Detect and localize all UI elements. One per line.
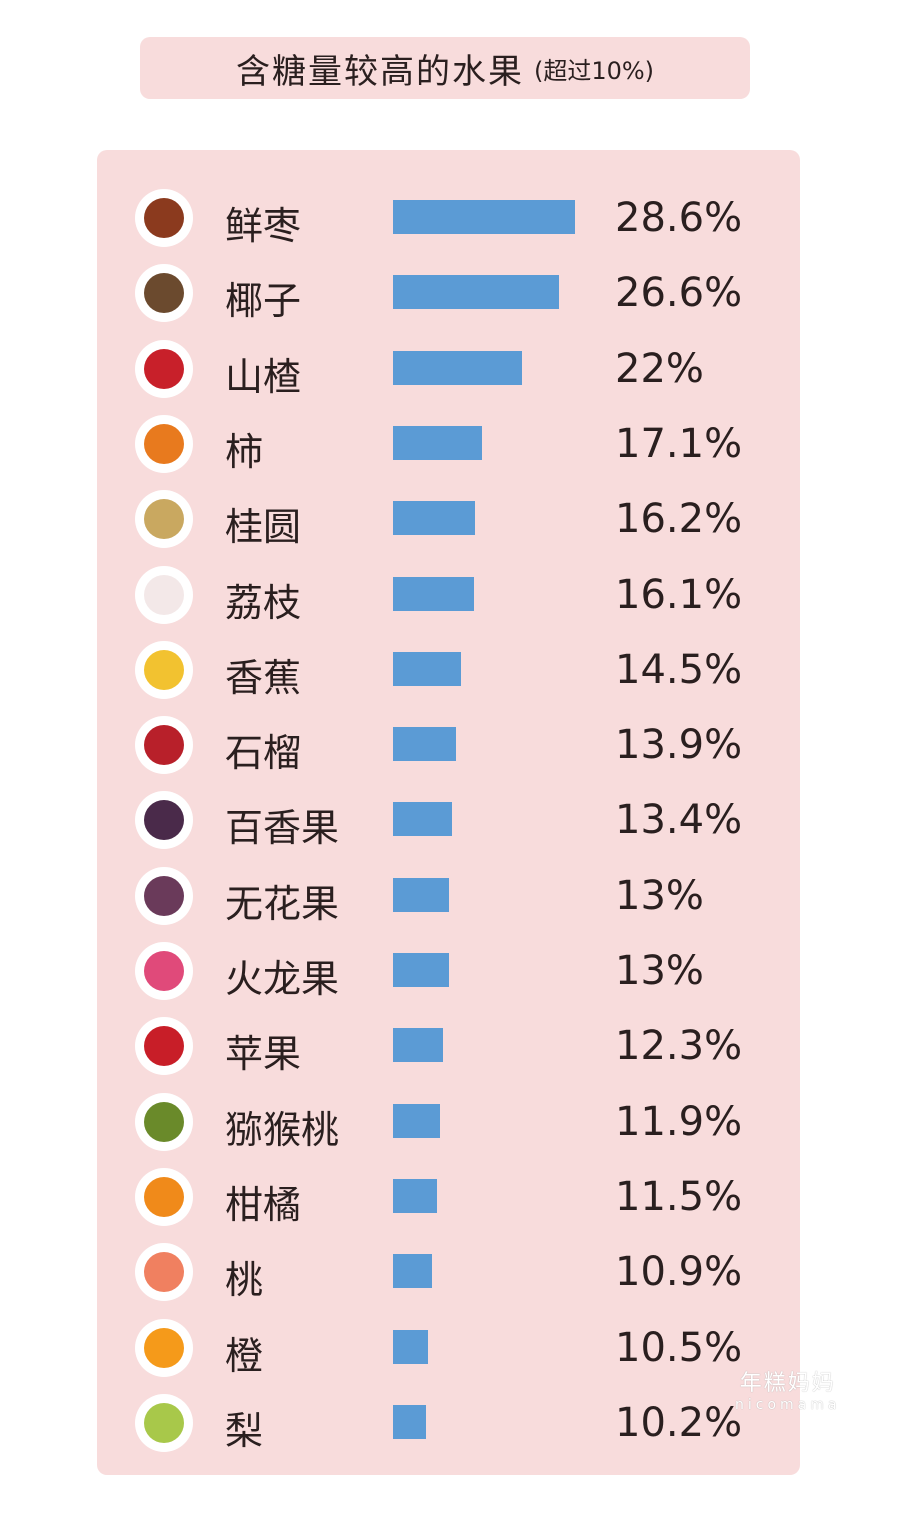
title-main: 含糖量较高的水果 [235, 51, 524, 92]
bar-row: 橙 10.5% [97, 1313, 800, 1383]
banana-icon [135, 640, 193, 699]
bar [393, 1028, 443, 1063]
bar-row: 荔枝 16.1% [97, 560, 800, 630]
bar-row: 柑橘 11.5% [97, 1162, 800, 1232]
bar [393, 425, 482, 460]
category-label: 鲜枣 [225, 204, 302, 248]
bar [393, 802, 452, 837]
category-label: 香蕉 [225, 655, 302, 700]
bar-row: 桂圆 16.2% [97, 484, 800, 554]
chart-title: 含糖量较高的水果 (超过10%) [140, 37, 750, 99]
data-label: 10.2% [615, 1399, 743, 1446]
bar-row: 百香果 13.4% [97, 785, 800, 855]
longan-icon [135, 490, 193, 549]
data-label: 13% [615, 948, 704, 994]
peach-icon [135, 1243, 193, 1302]
category-label: 桂圆 [225, 505, 302, 550]
bar [393, 200, 576, 234]
data-label: 11.5% [615, 1173, 743, 1220]
coconut-icon [135, 264, 193, 323]
data-label: 13% [615, 872, 704, 919]
bar-row: 香蕉 14.5% [97, 635, 800, 705]
category-label: 山楂 [225, 354, 302, 399]
bar [393, 350, 522, 385]
bar-row: 猕猴桃 11.9% [97, 1087, 800, 1157]
category-label: 无花果 [225, 881, 340, 926]
orange-icon [135, 1318, 193, 1377]
pear-icon [135, 1393, 193, 1452]
bar [393, 651, 461, 686]
data-label: 13.9% [615, 722, 743, 769]
bar [393, 1254, 432, 1289]
bar-row: 鲜枣 28.6% [97, 183, 800, 253]
bar-row: 无花果 13% [97, 861, 800, 931]
tangerine-icon [135, 1167, 193, 1226]
watermark: 年糕妈妈 nicomama [735, 1365, 840, 1413]
apple-icon [135, 1017, 193, 1076]
bar-row: 石榴 13.9% [97, 710, 800, 780]
watermark-cn: 年糕妈妈 [739, 1371, 836, 1396]
category-label: 石榴 [225, 731, 302, 776]
bar-row: 椰子 26.6% [97, 258, 800, 328]
data-label: 14.5% [615, 646, 743, 693]
bar [393, 501, 475, 536]
category-label: 椰子 [225, 279, 302, 324]
data-label: 12.3% [615, 1023, 743, 1070]
pomegranate-icon [135, 716, 193, 775]
data-label: 26.6% [615, 270, 743, 317]
bar-row: 柿 17.1% [97, 409, 800, 479]
bar [393, 877, 449, 912]
category-label: 苹果 [225, 1032, 302, 1077]
data-label: 16.1% [615, 571, 743, 618]
data-label: 28.6% [615, 195, 743, 241]
data-label: 16.2% [615, 496, 743, 543]
bar [393, 1178, 437, 1213]
bar-row: 山楂 22% [97, 334, 800, 404]
bar-row: 苹果 12.3% [97, 1011, 800, 1081]
category-label: 百香果 [225, 806, 340, 851]
title-subtitle: (超过10%) [533, 56, 655, 85]
category-label: 柑橘 [225, 1182, 302, 1227]
bar-row: 火龙果 13% [97, 936, 800, 1006]
watermark-en: nicomama [735, 1397, 841, 1413]
data-label: 10.5% [615, 1324, 743, 1371]
persimmon-icon [135, 414, 193, 473]
category-label: 柿 [225, 429, 264, 474]
category-label: 桃 [225, 1258, 264, 1303]
bar [393, 275, 559, 310]
data-label: 17.1% [615, 420, 743, 467]
bar-row: 梨 10.2% [97, 1388, 800, 1458]
bar [393, 953, 449, 987]
data-label: 13.4% [615, 797, 743, 844]
dragon-fruit-icon [135, 942, 193, 1000]
category-label: 荔枝 [225, 580, 302, 625]
data-label: 22% [615, 345, 704, 392]
bar [393, 727, 456, 762]
category-label: 橙 [225, 1333, 264, 1378]
hawthorn-icon [135, 339, 193, 398]
category-label: 梨 [225, 1408, 264, 1453]
data-label: 10.9% [615, 1249, 743, 1296]
passion-fruit-icon [135, 791, 193, 850]
kiwi-icon [135, 1092, 193, 1151]
fig-icon [135, 866, 193, 925]
lychee-icon [135, 565, 193, 624]
chart-panel: 鲜枣 28.6% 椰子 26.6% 山楂 22% 柿 17.1% 桂圆 16.2% 荔枝 16.1% 香… [97, 150, 800, 1475]
bar [393, 1103, 440, 1138]
bar [393, 1329, 429, 1364]
bar-row: 桃 10.9% [97, 1237, 800, 1307]
category-label: 猕猴桃 [225, 1107, 340, 1152]
data-label: 11.9% [615, 1098, 743, 1145]
jujube-icon [135, 189, 193, 247]
category-label: 火龙果 [225, 957, 340, 1001]
bar [393, 576, 474, 611]
bar [393, 1404, 426, 1439]
